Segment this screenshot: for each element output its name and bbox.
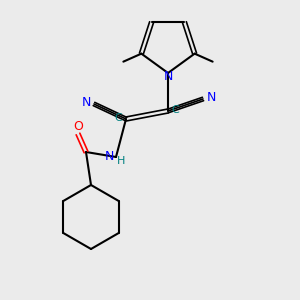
Text: N: N xyxy=(206,91,216,104)
Text: N: N xyxy=(163,70,173,83)
Text: N: N xyxy=(81,96,91,109)
Text: C: C xyxy=(171,105,179,115)
Text: C: C xyxy=(114,113,122,123)
Text: O: O xyxy=(73,120,83,133)
Text: H: H xyxy=(117,156,125,166)
Text: N: N xyxy=(104,150,114,163)
